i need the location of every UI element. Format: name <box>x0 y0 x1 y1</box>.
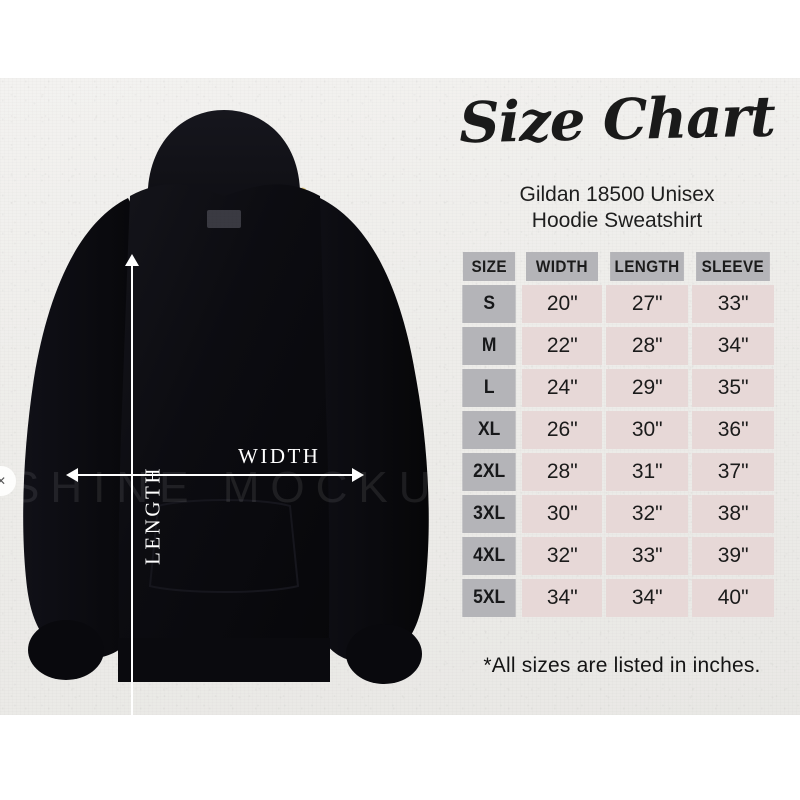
cell-width: 20" <box>522 285 603 323</box>
size-table-body: S 20" 27" 33" M 22" 28" 34" L 24" 29" 35" XL 26" 30" 36… <box>460 285 774 617</box>
table-row: 3XL 30" 32" 38" <box>460 495 774 533</box>
cell-width: 28" <box>522 453 603 491</box>
cell-sleeve: 37" <box>692 453 774 491</box>
cell-sleeve: 40" <box>692 579 774 617</box>
table-row: 2XL 28" 31" 37" <box>460 453 774 491</box>
table-row: M 22" 28" 34" <box>460 327 774 365</box>
cell-length: 31" <box>606 453 689 491</box>
units-footnote: *All sizes are listed in inches. <box>483 654 761 677</box>
cell-length: 28" <box>606 327 689 365</box>
cell-sleeve: 35" <box>692 369 774 407</box>
hoodie-illustration <box>23 110 429 684</box>
close-icon[interactable]: ✕ <box>0 466 16 496</box>
cell-sleeve: 39" <box>692 537 774 575</box>
column-header-size: SIZE <box>462 252 516 281</box>
column-header-sleeve: SLEEVE <box>696 252 770 281</box>
cell-size: L <box>462 369 517 407</box>
cell-width: 34" <box>522 579 603 617</box>
cell-length: 32" <box>606 495 689 533</box>
cell-length: 33" <box>606 537 689 575</box>
cell-width: 32" <box>522 537 603 575</box>
hoodie-cuff-right <box>346 624 422 684</box>
cell-size: 4XL <box>462 537 517 575</box>
table-row: XL 26" 30" 36" <box>460 411 774 449</box>
width-measure-line <box>72 474 358 476</box>
cell-size: S <box>462 285 517 323</box>
cell-sleeve: 36" <box>692 411 774 449</box>
table-header-row: SIZE WIDTH LENGTH SLEEVE <box>460 252 774 281</box>
width-arrow-right-icon <box>352 468 364 482</box>
hoodie-hem-rib <box>118 638 330 682</box>
table-row: L 24" 29" 35" <box>460 369 774 407</box>
hoodie-kangaroo-pocket <box>148 499 300 593</box>
length-arrow-up-icon <box>125 254 139 266</box>
cell-sleeve: 38" <box>692 495 774 533</box>
column-header-length: LENGTH <box>610 252 685 281</box>
cell-sleeve: 33" <box>692 285 774 323</box>
width-measure-label: WIDTH <box>238 444 321 468</box>
hoodie-cuff-left <box>28 620 104 680</box>
size-chart-panel: Size Chart Gildan 18500 Unisex Hoodie Sw… <box>450 78 800 715</box>
table-row: 5XL 34" 34" 40" <box>460 579 774 617</box>
hoodie-neck-tag <box>207 210 241 228</box>
cell-size: XL <box>462 411 517 449</box>
table-row: 4XL 32" 33" 39" <box>460 537 774 575</box>
subtitle-line-1: Gildan 18500 Unisex <box>519 183 715 206</box>
hoodie-body <box>118 184 330 678</box>
table-row: S 20" 27" 33" <box>460 285 774 323</box>
cell-width: 26" <box>522 411 603 449</box>
cell-length: 34" <box>606 579 689 617</box>
page-title: Size Chart <box>458 83 776 157</box>
product-photo: SHINE MOCKUP WIDTH LENGTH ✕ Size Chart G… <box>0 78 800 715</box>
cell-width: 22" <box>522 327 603 365</box>
cell-size: 5XL <box>462 579 517 617</box>
length-measure-label: LENGTH <box>140 466 165 565</box>
cell-size: 2XL <box>462 453 517 491</box>
subtitle-line-2: Hoodie Sweatshirt <box>531 208 703 232</box>
cell-width: 24" <box>522 369 603 407</box>
cell-size: 3XL <box>462 495 517 533</box>
cell-size: M <box>462 327 517 365</box>
cell-sleeve: 34" <box>692 327 774 365</box>
cell-length: 29" <box>606 369 689 407</box>
size-table: SIZE WIDTH LENGTH SLEEVE S 20" 27" 33" M 22" 2… <box>456 248 778 621</box>
length-measure-line <box>131 264 133 715</box>
cell-width: 30" <box>522 495 603 533</box>
cell-length: 30" <box>606 411 689 449</box>
column-header-width: WIDTH <box>526 252 599 281</box>
width-arrow-left-icon <box>66 468 78 482</box>
product-subtitle: Gildan 18500 Unisex Hoodie Sweatshirt <box>450 182 784 233</box>
cell-length: 27" <box>606 285 689 323</box>
